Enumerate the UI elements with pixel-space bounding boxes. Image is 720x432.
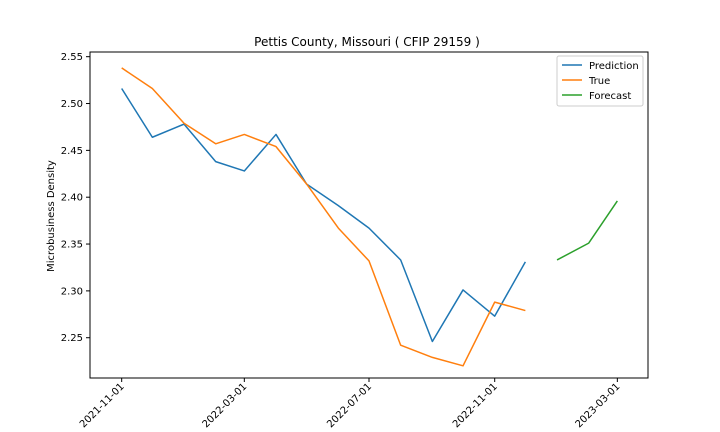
legend-box xyxy=(556,55,644,107)
legend-true-label: True xyxy=(588,76,610,87)
y-axis-label: Microbusiness Density xyxy=(46,160,57,272)
prediction-line xyxy=(121,88,527,343)
y-tick-label: 2.40 xyxy=(61,193,83,204)
true-line xyxy=(121,67,526,367)
plot-frame xyxy=(89,51,649,379)
legend-prediction-label: Prediction xyxy=(589,61,639,72)
chart-title: Pettis County, Missouri ( CFIP 29159 ) xyxy=(254,35,480,49)
y-tick-label: 2.30 xyxy=(61,286,83,297)
legend-forecast-label: Forecast xyxy=(589,91,631,102)
forecast-line xyxy=(556,200,618,261)
y-tick-label: 2.45 xyxy=(61,146,83,157)
legend: Prediction True Forecast xyxy=(556,55,644,107)
y-tick-label: 2.50 xyxy=(61,99,83,110)
series-lines xyxy=(121,67,618,367)
y-tick-label: 2.25 xyxy=(61,333,83,344)
y-tick-label: 2.55 xyxy=(61,52,83,63)
y-tick-label: 2.35 xyxy=(61,240,83,251)
